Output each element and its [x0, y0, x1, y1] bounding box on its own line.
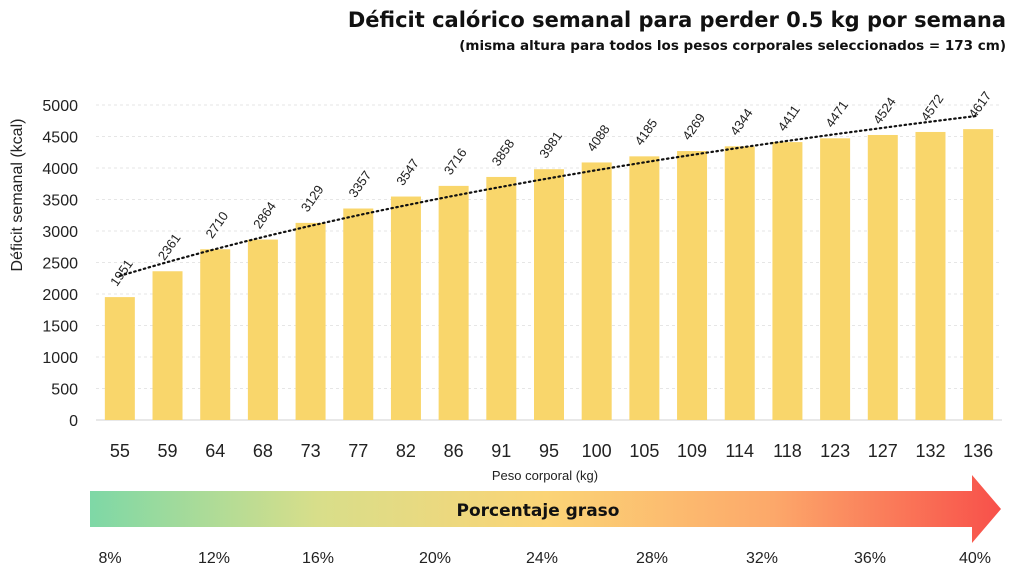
bar	[200, 249, 231, 420]
y-tick-label: 1500	[42, 319, 78, 336]
y-tick-label: 3000	[42, 224, 78, 241]
data-label: 4572	[918, 91, 947, 123]
y-tick-label: 2000	[42, 287, 78, 304]
data-label: 3981	[536, 129, 565, 161]
fat-percentage-tick: 8%	[98, 550, 121, 567]
bar	[104, 297, 135, 420]
fat-scale-label: Porcentaje graso	[457, 501, 620, 521]
y-tick-label: 500	[51, 382, 78, 399]
x-tick-label: 73	[301, 441, 321, 461]
data-label: 2710	[202, 209, 231, 241]
bar	[820, 138, 851, 420]
x-tick-label: 82	[396, 441, 416, 461]
bar	[247, 239, 278, 420]
fat-percentage-tick: 28%	[636, 550, 668, 567]
bar	[152, 271, 183, 420]
fat-percentage-tick: 24%	[526, 550, 558, 567]
x-tick-label: 114	[725, 441, 754, 461]
data-label: 4344	[727, 106, 756, 138]
y-tick-label: 4500	[42, 130, 78, 147]
fat-percentage-arrow	[90, 475, 1001, 543]
bar	[581, 162, 612, 420]
x-tick-label: 91	[491, 441, 511, 461]
y-tick-label: 0	[69, 413, 78, 430]
fat-percentage-tick: 12%	[198, 550, 230, 567]
data-label: 4471	[822, 98, 851, 130]
data-label: 2864	[250, 199, 279, 231]
fat-percentage-tick: 16%	[302, 550, 334, 567]
x-tick-label: 86	[444, 441, 464, 461]
x-tick-label: 59	[158, 441, 178, 461]
x-tick-label: 105	[629, 441, 659, 461]
x-axis-title: Peso corporal (kg)	[492, 468, 598, 483]
bar	[343, 208, 374, 420]
bar	[772, 142, 803, 420]
x-tick-label: 55	[110, 441, 130, 461]
x-tick-label: 109	[677, 441, 707, 461]
bar	[724, 146, 755, 420]
bar	[295, 222, 326, 420]
y-axis-title: Déficit semanal (kcal)	[9, 119, 26, 272]
bar	[677, 151, 708, 421]
bar	[390, 196, 421, 420]
bar	[629, 156, 660, 420]
y-tick-label: 1000	[42, 350, 78, 367]
bar	[963, 129, 994, 420]
x-tick-label: 100	[582, 441, 612, 461]
trendline	[118, 114, 980, 277]
data-label: 3357	[345, 168, 374, 200]
data-label: 3129	[298, 182, 327, 214]
x-tick-label: 118	[773, 441, 802, 461]
x-tick-label: 123	[820, 441, 850, 461]
y-tick-label: 4000	[42, 161, 78, 178]
x-tick-label: 64	[205, 441, 225, 461]
data-label: 4411	[775, 102, 803, 134]
x-tick-label: 95	[539, 441, 559, 461]
fat-percentage-tick: 40%	[959, 550, 991, 567]
bar	[867, 134, 898, 420]
data-label: 3716	[441, 145, 470, 177]
data-label: 4185	[632, 116, 661, 148]
data-label: 4524	[870, 94, 899, 126]
bar	[438, 185, 469, 420]
data-label: 3547	[393, 156, 422, 188]
bar	[534, 169, 564, 420]
chart-title: Déficit calórico semanal para perder 0.5…	[347, 8, 1006, 32]
x-tick-label: 136	[963, 441, 993, 461]
fat-percentage-tick: 20%	[419, 550, 451, 567]
x-tick-label: 77	[348, 441, 368, 461]
fat-percentage-tick: 32%	[746, 550, 778, 567]
bar	[486, 176, 517, 420]
fat-percentage-tick: 36%	[854, 550, 886, 567]
chart-subtitle: (misma altura para todos los pesos corpo…	[459, 38, 1006, 54]
x-tick-label: 68	[253, 441, 273, 461]
bar	[915, 131, 946, 421]
x-tick-label: 132	[915, 441, 945, 461]
data-label: 4269	[679, 110, 708, 142]
data-label: 3858	[488, 136, 517, 168]
data-label: 4088	[584, 122, 613, 154]
y-tick-label: 5000	[42, 98, 78, 115]
x-tick-label: 127	[868, 441, 898, 461]
y-tick-label: 3500	[42, 193, 78, 210]
y-tick-label: 2500	[42, 256, 78, 273]
